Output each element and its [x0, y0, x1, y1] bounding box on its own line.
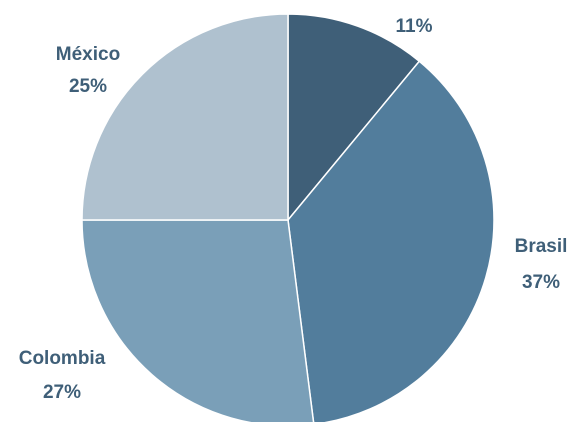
pie-slice-brasil	[287, 60, 495, 422]
slice-percent-label: 11%	[396, 16, 433, 37]
pie-slice-colombia	[81, 219, 315, 422]
slice-percent-label: 37%	[522, 272, 560, 293]
slice-name-label: Brasil	[515, 236, 568, 257]
slice-name-label: Colombia	[19, 348, 106, 369]
pie-slice-méxico	[81, 13, 289, 221]
slice-name-label: México	[56, 44, 120, 65]
slice-percent-label: 25%	[69, 76, 107, 97]
pie-slice-unlabeled	[287, 13, 421, 223]
slice-percent-label: 27%	[43, 382, 81, 403]
